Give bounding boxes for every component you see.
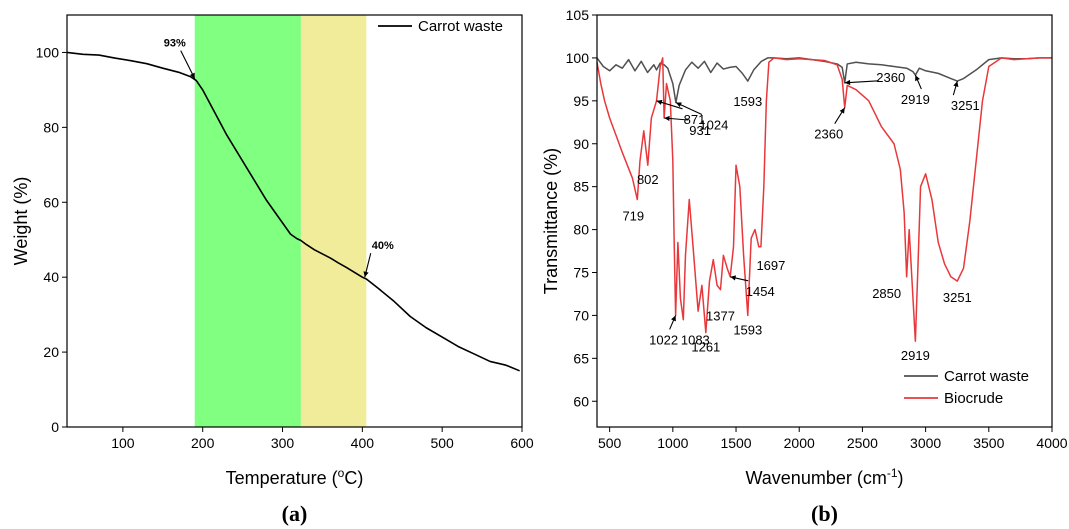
x-tick-label: 2500 [847, 435, 878, 451]
annotation-label: 1454 [746, 284, 775, 299]
panel-b-plot-frame [597, 15, 1052, 427]
y-tick-label: 85 [573, 179, 589, 195]
panel-a-legend: Carrot waste [378, 18, 503, 35]
panel-a-chart: 100 200 300 400 500 600 0 20 40 60 80 100 93% 40% C… [11, 15, 534, 526]
annotation-label: 2919 [901, 348, 930, 363]
annotation-arrowhead [730, 275, 736, 280]
panel-b-y-axis-label: Transmittance (%) [541, 148, 561, 294]
transmittance-curves [597, 58, 1052, 341]
x-tick-label: 1000 [657, 435, 688, 451]
band-0 [195, 15, 301, 427]
panel-a-y-ticks: 0 20 40 60 80 100 [36, 44, 67, 435]
annotation-label: 93% [164, 38, 186, 50]
y-tick-label: 60 [573, 393, 589, 409]
x-tick-label: 400 [351, 435, 375, 451]
annotation-label: 931 [689, 123, 711, 138]
y-tick-label: 105 [566, 7, 590, 23]
panel-b-caption: (b) [811, 501, 838, 526]
y-tick-label: 100 [566, 50, 590, 66]
annotation-label: 3251 [943, 290, 972, 305]
y-tick-label: 60 [43, 194, 59, 210]
x-tick-label: 4000 [1036, 435, 1067, 451]
annotation-label: 1593 [733, 94, 762, 109]
series-line-biocrude [597, 58, 1052, 341]
annotation-label: 2360 [876, 70, 905, 85]
legend-entry-label: Carrot waste [418, 18, 503, 35]
annotation-label: 802 [637, 172, 659, 187]
panel-a-caption: (a) [282, 501, 308, 526]
panel-a-y-axis-label: Weight (%) [11, 177, 31, 266]
y-tick-label: 90 [573, 136, 589, 152]
annotation-label: 1022 [649, 332, 678, 347]
y-tick-label: 100 [36, 44, 60, 60]
y-tick-label: 80 [573, 222, 589, 238]
y-tick-label: 80 [43, 119, 59, 135]
annotation-label: 2850 [872, 286, 901, 301]
y-tick-label: 0 [51, 419, 59, 435]
x-tick-label: 600 [510, 435, 534, 451]
y-tick-label: 95 [573, 93, 589, 109]
panel-b-legend: Carrot waste Biocrude [904, 368, 1029, 407]
panel-b-y-ticks: 60 65 70 75 80 85 90 95 100 105 [566, 7, 597, 409]
panel-b-x-ticks: 500 1000 1500 2000 2500 3000 3500 4000 [598, 427, 1068, 451]
panel-a-x-axis-label: Temperature (oC) [226, 466, 364, 488]
x-tick-label: 1500 [720, 435, 751, 451]
panel-a-x-ticks: 100 200 300 400 500 600 [111, 427, 534, 451]
panel-b-x-axis-label: Wavenumber (cm-1) [745, 466, 903, 488]
x-tick-label: 500 [430, 435, 454, 451]
x-tick-label: 3500 [973, 435, 1004, 451]
y-tick-label: 20 [43, 344, 59, 360]
annotation-label: 2360 [814, 127, 843, 142]
band-1 [301, 15, 366, 427]
legend-entry-label: Biocrude [944, 390, 1003, 407]
y-tick-label: 65 [573, 350, 589, 366]
legend-entry-label: Carrot waste [944, 368, 1029, 385]
y-tick-label: 70 [573, 307, 589, 323]
annotation-label: 1593 [733, 322, 762, 337]
x-tick-label: 500 [598, 435, 622, 451]
annotation-label: 1261 [691, 340, 720, 355]
y-tick-label: 75 [573, 265, 589, 281]
annotation-label: 2919 [901, 92, 930, 107]
annotation-label: 1697 [756, 258, 785, 273]
x-tick-label: 3000 [910, 435, 941, 451]
annotation-label: 40% [372, 240, 394, 252]
annotation-label: 1377 [706, 309, 735, 324]
x-tick-label: 100 [111, 435, 135, 451]
y-tick-label: 40 [43, 269, 59, 285]
x-tick-label: 200 [191, 435, 215, 451]
annotation-label: 3251 [951, 98, 980, 113]
panel-b-chart: 500 1000 1500 2000 2500 3000 3500 4000 60 65 70 75… [541, 7, 1068, 526]
annotation-label: 719 [622, 209, 644, 224]
x-tick-label: 2000 [784, 435, 815, 451]
x-tick-label: 300 [271, 435, 295, 451]
